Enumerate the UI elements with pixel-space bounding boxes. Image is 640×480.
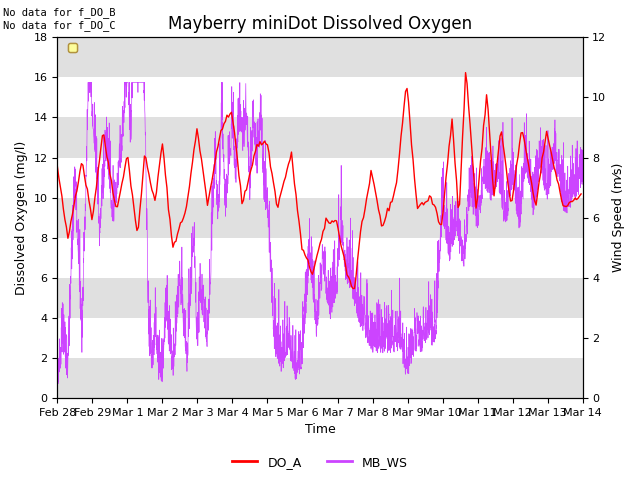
Title: Mayberry miniDot Dissolved Oxygen: Mayberry miniDot Dissolved Oxygen bbox=[168, 15, 472, 33]
Bar bbox=[58, 198, 582, 238]
Bar bbox=[58, 278, 582, 318]
Text: No data for f_DO_B
No data for f_DO_C: No data for f_DO_B No data for f_DO_C bbox=[3, 7, 116, 31]
Legend: DO_A, MB_WS: DO_A, MB_WS bbox=[227, 451, 413, 474]
Legend:  bbox=[68, 43, 77, 52]
Y-axis label: Wind Speed (m⁄s): Wind Speed (m⁄s) bbox=[612, 163, 625, 272]
Y-axis label: Dissolved Oxygen (mg/l): Dissolved Oxygen (mg/l) bbox=[15, 141, 28, 295]
Bar bbox=[58, 118, 582, 157]
Bar bbox=[58, 37, 582, 77]
X-axis label: Time: Time bbox=[305, 423, 335, 436]
Bar bbox=[58, 358, 582, 398]
